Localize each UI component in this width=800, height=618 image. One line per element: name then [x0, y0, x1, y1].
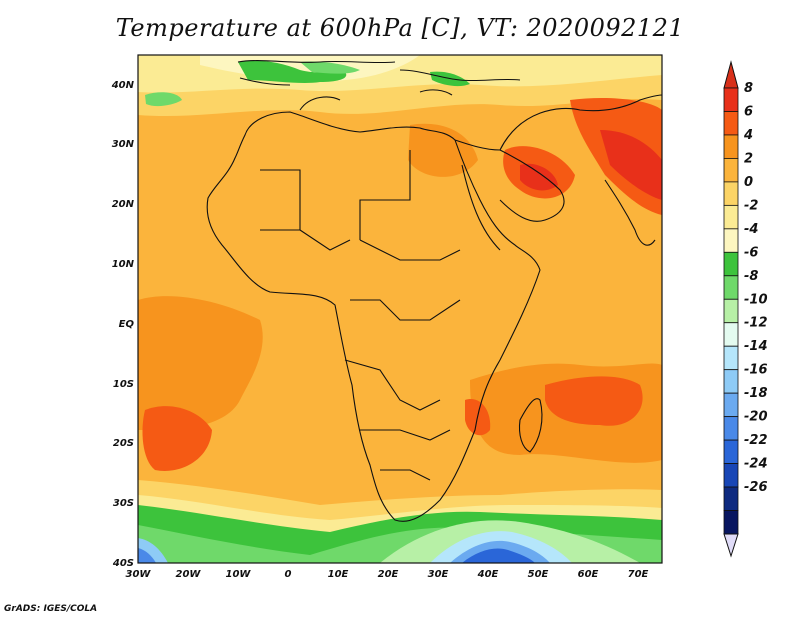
colorbar-swatch	[723, 322, 739, 347]
colorbar-label: 6	[744, 104, 753, 119]
colorbar-label: -22	[744, 433, 768, 448]
colorbar-label: -2	[744, 198, 758, 213]
colorbar: 8 6 4 2 0 -2 -4 -6 -8 -10 -12 -14 -16 -18 -20 -22 -24 -26	[723, 60, 768, 558]
lat-label-40s: 40S	[112, 558, 134, 569]
lon-label-70e: 70E	[628, 569, 649, 580]
lat-label-40n: 40N	[111, 80, 135, 91]
coastlines	[206, 60, 662, 522]
lon-label-0: 0	[285, 569, 292, 580]
lat-label-20s: 20S	[113, 438, 134, 449]
colorbar-swatch	[723, 298, 739, 324]
colorbar-swatch	[723, 416, 739, 441]
lat-label-10s: 10S	[113, 379, 134, 390]
lon-label-60e: 60E	[578, 569, 599, 580]
lon-label-30w: 30W	[126, 569, 152, 580]
lon-label-30e: 30E	[428, 569, 449, 580]
colorbar-label: -14	[744, 339, 768, 354]
colorbar-swatch	[723, 369, 739, 394]
colorbar-swatch	[723, 251, 739, 277]
colorbar-swatch	[723, 181, 739, 206]
lon-label-40e: 40E	[477, 569, 499, 580]
colorbar-swatch	[723, 275, 739, 300]
colorbar-swatch	[723, 392, 739, 418]
colorbar-label: -18	[744, 386, 768, 401]
colorbar-swatch	[723, 439, 739, 464]
lon-label-50e: 50E	[528, 569, 549, 580]
colorbar-label: -4	[744, 222, 758, 237]
colorbar-label: 2	[744, 151, 753, 166]
colorbar-label: -6	[744, 245, 758, 260]
lat-label-30s: 30S	[113, 498, 134, 509]
lon-label-10e: 10E	[328, 569, 349, 580]
lat-label-20n: 20N	[112, 199, 135, 210]
colorbar-label: -8	[744, 269, 758, 284]
colorbar-swatch	[723, 204, 739, 230]
colorbar-label: -10	[744, 292, 768, 307]
colorbar-swatch	[723, 158, 739, 183]
lon-label-20w: 20W	[176, 569, 202, 580]
colorbar-label: -24	[744, 457, 768, 472]
colorbar-bottom-arrow	[723, 533, 739, 558]
lon-label-20e: 20E	[378, 569, 399, 580]
temperature-field	[138, 55, 662, 563]
lon-label-10w: 10W	[226, 569, 252, 580]
credit-text: GrADS: IGES/COLA	[4, 604, 98, 614]
colorbar-label: 4	[743, 128, 753, 143]
colorbar-label: -12	[744, 316, 768, 331]
plot-frame	[137, 54, 663, 564]
lat-label-10n: 10N	[112, 259, 135, 270]
latitude-axis: 40N 30N 20N 10N EQ 10S 20S 30S 40S	[111, 80, 135, 569]
colorbar-label: 0	[744, 175, 753, 190]
colorbar-label: -16	[744, 363, 768, 378]
lat-label-eq: EQ	[119, 319, 135, 330]
colorbar-top-arrow	[723, 60, 739, 89]
colorbar-swatch	[723, 228, 739, 253]
colorbar-label: -20	[744, 410, 768, 425]
colorbar-label: -26	[744, 480, 768, 495]
colorbar-swatch	[723, 510, 739, 535]
colorbar-swatch	[723, 87, 739, 112]
colorbar-swatch	[723, 345, 739, 371]
colorbar-swatch	[723, 134, 739, 159]
colorbar-swatch	[723, 463, 739, 488]
longitude-axis: 30W 20W 10W 0 10E 20E 30E 40E 50E 60E 70…	[126, 569, 649, 580]
colorbar-label: 8	[744, 81, 753, 96]
lat-label-30n: 30N	[112, 139, 135, 150]
map-title: Temperature at 600hPa [C], VT: 202009212…	[115, 14, 685, 42]
colorbar-swatch	[723, 111, 739, 136]
colorbar-swatch	[723, 486, 739, 511]
